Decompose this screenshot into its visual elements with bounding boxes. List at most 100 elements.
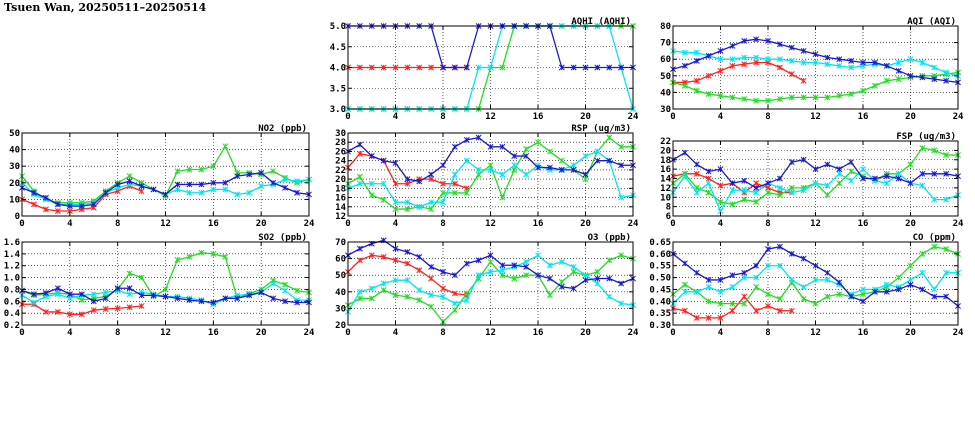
- data-point: [368, 153, 375, 160]
- data-point: [753, 189, 760, 196]
- y-tick-label: 0.8: [4, 285, 20, 295]
- data-point: [356, 288, 363, 295]
- data-point: [860, 291, 866, 298]
- data-point: [114, 181, 121, 188]
- data-point: [66, 291, 73, 298]
- data-point: [198, 166, 205, 173]
- data-point: [693, 87, 700, 94]
- data-point: [282, 184, 289, 191]
- data-point: [392, 292, 399, 299]
- data-point: [258, 183, 265, 190]
- data-point: [356, 173, 363, 180]
- data-point: [931, 243, 938, 250]
- data-point: [788, 57, 795, 64]
- data-point: [860, 59, 866, 66]
- data-point: [380, 157, 387, 164]
- data-point: [717, 276, 724, 283]
- data-point: [138, 274, 145, 281]
- y-tick-label: 6: [666, 212, 671, 222]
- x-tick-label: 4: [67, 328, 73, 338]
- data-point: [380, 287, 387, 294]
- data-point: [404, 199, 411, 206]
- data-point: [294, 189, 300, 196]
- y-tick-label: 0.50: [649, 274, 671, 284]
- data-point: [606, 157, 613, 164]
- data-point: [368, 180, 375, 187]
- data-point: [210, 186, 217, 193]
- data-point: [428, 206, 435, 213]
- data-point: [356, 141, 363, 148]
- series-1: [670, 293, 795, 321]
- data-point: [222, 179, 229, 186]
- chart-title: RSP (ug/m3): [571, 124, 631, 134]
- data-point: [174, 186, 181, 193]
- data-point: [511, 162, 518, 169]
- data-point: [883, 77, 890, 84]
- y-tick-label: 14: [660, 175, 671, 185]
- chart-title: AQI (AQI): [907, 17, 956, 27]
- data-point: [451, 143, 458, 150]
- data-point: [54, 208, 61, 214]
- chart-title: FSP (ug/m3): [896, 132, 956, 142]
- data-point: [871, 82, 878, 89]
- data-point: [681, 260, 688, 267]
- data-point: [753, 184, 760, 191]
- data-point: [594, 268, 601, 275]
- y-tick-label: 70: [660, 39, 671, 49]
- x-tick-label: 16: [533, 219, 544, 229]
- y-tick-label: 14: [335, 203, 346, 213]
- data-point: [114, 305, 121, 312]
- data-point: [42, 309, 49, 315]
- data-point: [258, 289, 265, 296]
- series-3: [670, 262, 961, 307]
- x-tick-label: 4: [718, 328, 724, 338]
- data-point: [499, 194, 506, 201]
- data-point: [848, 159, 855, 166]
- data-point: [788, 250, 795, 257]
- data-point: [753, 59, 760, 66]
- data-point: [776, 64, 783, 71]
- data-point: [907, 281, 914, 288]
- data-point: [800, 47, 807, 54]
- data-point: [705, 52, 712, 59]
- y-tick-label: 4.0: [330, 64, 346, 74]
- y-tick-label: 20: [9, 179, 20, 189]
- y-tick-label: 1.6: [4, 238, 20, 248]
- data-point: [162, 286, 169, 293]
- data-point: [404, 176, 411, 183]
- data-point: [776, 96, 783, 102]
- data-point: [895, 175, 902, 182]
- data-point: [186, 253, 193, 260]
- data-point: [943, 152, 950, 159]
- data-point: [800, 156, 807, 163]
- y-tick-label: 50: [660, 72, 671, 82]
- data-point: [523, 146, 530, 153]
- data-point: [102, 289, 109, 296]
- x-tick-label: 12: [485, 219, 496, 229]
- data-point: [404, 249, 411, 255]
- data-point: [907, 72, 914, 79]
- data-point: [138, 188, 145, 195]
- y-tick-label: 18: [335, 184, 346, 194]
- data-point: [463, 297, 470, 304]
- x-tick-label: 4: [393, 219, 399, 229]
- data-point: [582, 64, 589, 71]
- data-point: [824, 61, 831, 68]
- y-tick-label: 20: [660, 146, 671, 156]
- data-point: [618, 300, 625, 307]
- y-tick-label: 40: [9, 146, 20, 156]
- data-point: [681, 288, 688, 295]
- data-point: [174, 168, 181, 175]
- data-point: [428, 64, 435, 71]
- data-point: [78, 311, 85, 318]
- data-point: [523, 272, 530, 279]
- data-point: [186, 297, 193, 304]
- data-point: [693, 189, 700, 196]
- data-point: [753, 36, 760, 43]
- data-point: [753, 307, 760, 314]
- data-point: [210, 250, 217, 257]
- data-point: [681, 173, 688, 180]
- data-point: [943, 77, 950, 84]
- x-tick-label: 20: [256, 219, 267, 229]
- data-point: [848, 177, 855, 184]
